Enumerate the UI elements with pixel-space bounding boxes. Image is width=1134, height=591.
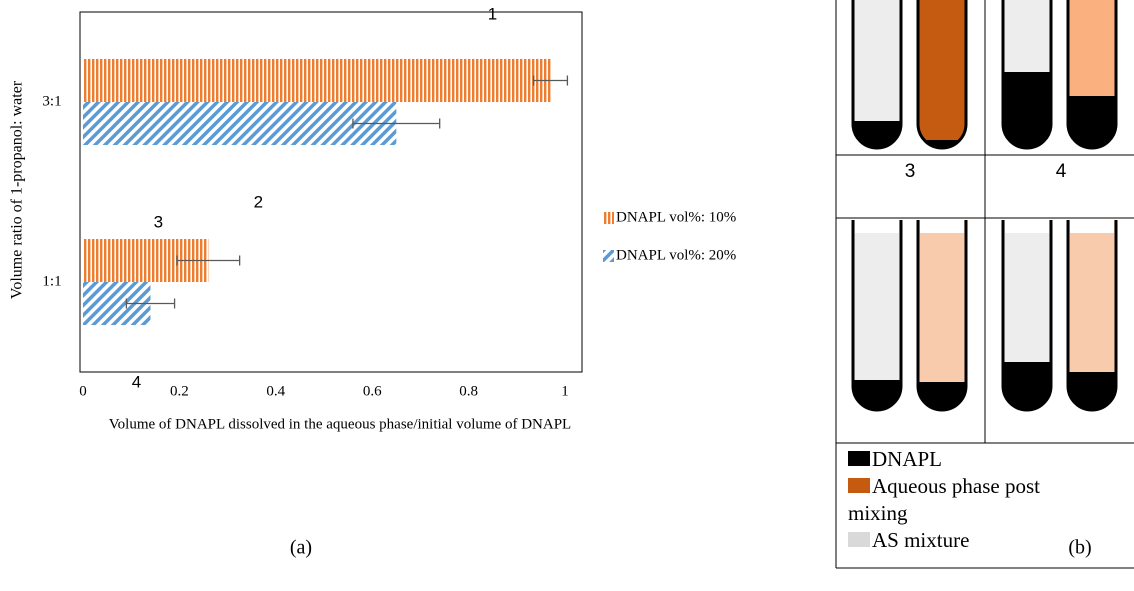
bar-label: 1 [488, 4, 497, 23]
tube-dnapl [853, 380, 901, 410]
y-axis-label: Volume ratio of 1-propanol: water [9, 80, 26, 299]
tube-dnapl [918, 140, 966, 148]
tube [1003, 220, 1051, 410]
x-tick-label: 0 [79, 383, 87, 399]
tube-gap [1005, 220, 1049, 233]
tube-outline [916, 0, 968, 150]
tube-liquid [853, 0, 901, 121]
error-bar [176, 255, 241, 266]
legend-swatch [603, 212, 614, 224]
legend-swatch [848, 451, 870, 466]
tube [1068, 220, 1116, 410]
tube-gap [1070, 220, 1114, 233]
tube [918, 220, 966, 410]
tube-liquid [853, 220, 901, 380]
legend-label: AS mixture [872, 528, 970, 552]
bar-label: 2 [254, 192, 263, 211]
cell-label: 4 [1056, 161, 1067, 182]
tube [1003, 0, 1051, 148]
error-bar [352, 118, 441, 129]
bar-label: 3 [154, 212, 163, 231]
panel-label: (a) [290, 537, 312, 559]
legend-swatch [848, 532, 870, 547]
x-tick-label: 0.8 [459, 383, 478, 399]
x-tick-label: 1 [561, 383, 569, 399]
tube-diagram: 3 4 [835, 0, 1134, 569]
tube-outline [916, 220, 968, 412]
tube-outline [851, 220, 903, 412]
tube-outline [1066, 220, 1118, 412]
tube-liquid [1068, 0, 1116, 96]
tube-dnapl [1068, 372, 1116, 410]
x-tick-label: 0.6 [363, 383, 382, 399]
error-bar [125, 298, 176, 309]
tube-liquid [1003, 0, 1051, 72]
bar-label: 4 [132, 372, 141, 391]
x-tick-label: 0.4 [266, 383, 285, 399]
legend-item: Aqueous phase post mixing [848, 473, 1098, 527]
plot-frame [79, 11, 583, 373]
tube-outline [1066, 0, 1118, 150]
tube-outline [1001, 0, 1053, 150]
panel-label: (b) [1068, 537, 1091, 559]
legend-item: AS mixture [848, 527, 1098, 554]
legend-label: Aqueous phase post mixing [848, 474, 1040, 525]
legend-swatch [848, 478, 870, 493]
tube-liquid [1003, 220, 1051, 362]
y-tick-label: 1:1 [42, 273, 61, 289]
tube-dnapl [918, 382, 966, 410]
legend-item: DNAPL [848, 446, 1098, 473]
tube-dnapl [1068, 96, 1116, 148]
diagram-legend: DNAPL Aqueous phase post mixing AS mixture [848, 446, 1098, 554]
x-tick-label: 0.2 [170, 383, 189, 399]
tube-liquid [918, 0, 966, 140]
legend-label: DNAPL vol%: 10% [616, 209, 736, 225]
tube-outline [851, 0, 903, 150]
tube-outline [1001, 220, 1053, 412]
tube-gap [920, 220, 964, 233]
tube-gap [855, 220, 899, 233]
legend-swatch [603, 250, 614, 262]
tube [853, 0, 901, 148]
tube [1068, 0, 1116, 148]
bar [83, 59, 551, 102]
tube-dnapl [853, 121, 901, 148]
tube-dnapl [1003, 72, 1051, 148]
tube-liquid [918, 220, 966, 382]
cell-label: 3 [905, 161, 916, 182]
error-bar [533, 75, 569, 86]
legend-label: DNAPL [872, 447, 943, 471]
tube-liquid [1068, 220, 1116, 372]
tube [918, 0, 966, 148]
x-axis-label: Volume of DNAPL dissolved in the aqueous… [109, 416, 571, 432]
bar [83, 102, 397, 145]
legend-label: DNAPL vol%: 20% [616, 247, 736, 263]
y-tick-label: 3:1 [42, 93, 61, 109]
tube [853, 220, 901, 410]
